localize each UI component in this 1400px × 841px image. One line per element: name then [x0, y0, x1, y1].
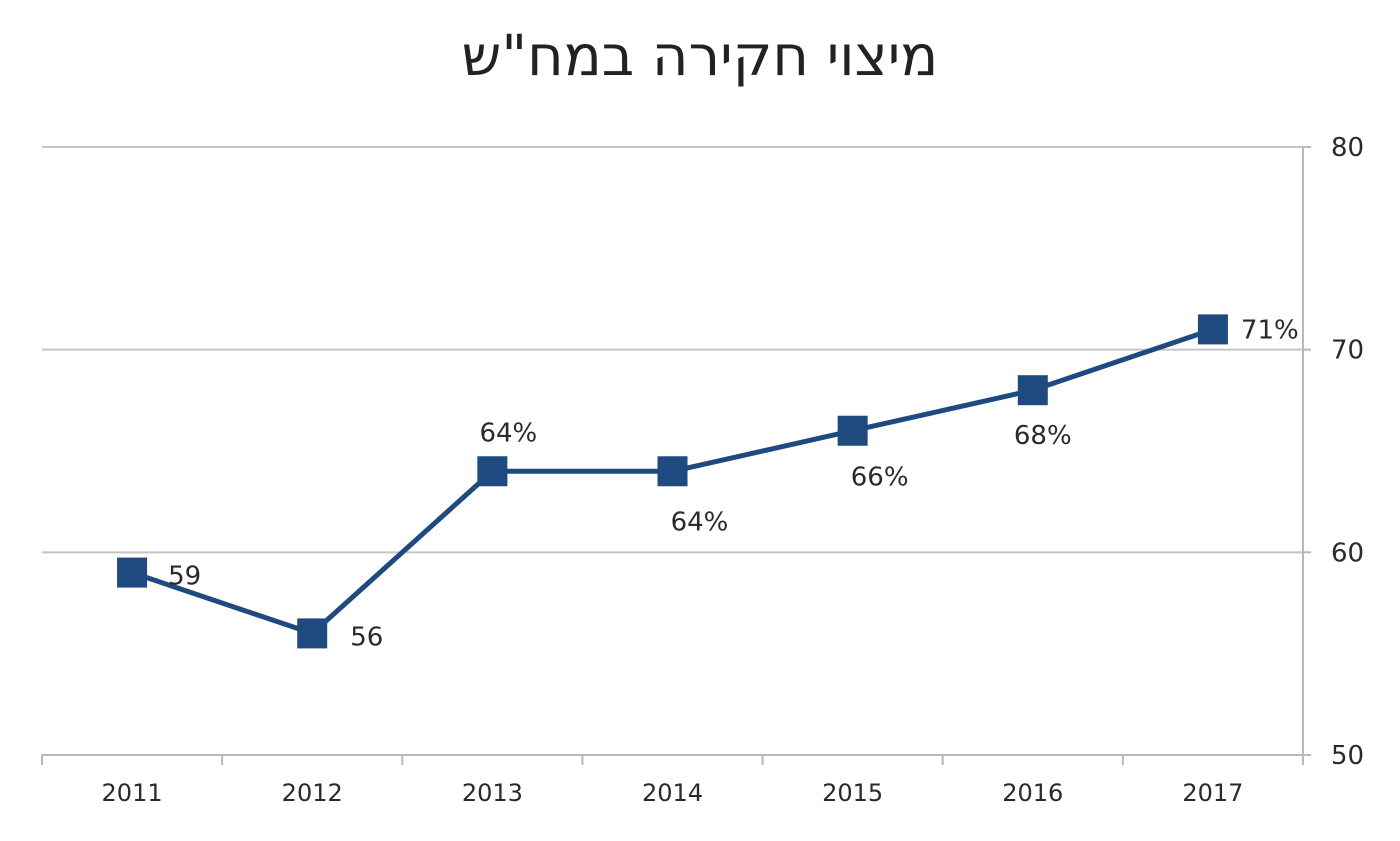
- data-point-marker: [117, 557, 148, 588]
- data-label: 66%: [851, 463, 909, 493]
- data-label: 64%: [479, 418, 537, 448]
- y-tick-label: 60: [1331, 538, 1364, 568]
- data-point-marker: [837, 415, 868, 446]
- x-tick-label: 2013: [462, 779, 523, 807]
- data-point-marker: [297, 618, 328, 649]
- y-tick-label: 70: [1331, 336, 1364, 366]
- data-label: 68%: [1014, 421, 1072, 451]
- x-tick-label: 2015: [822, 779, 883, 807]
- data-label: 59: [168, 562, 201, 592]
- data-point-marker: [1017, 375, 1048, 406]
- data-point-marker: [477, 456, 508, 487]
- data-label: 71%: [1241, 315, 1299, 345]
- y-tick-label: 80: [1331, 133, 1364, 163]
- x-tick-label: 2012: [282, 779, 343, 807]
- x-tick-label: 2017: [1182, 779, 1243, 807]
- chart-title: מיצוי חקירה במח"ש: [461, 24, 939, 89]
- data-point-marker: [657, 456, 688, 487]
- y-tick-label: 50: [1331, 741, 1364, 771]
- x-tick-label: 2014: [642, 779, 703, 807]
- data-point-marker: [1197, 314, 1228, 345]
- x-tick-label: 2016: [1002, 779, 1063, 807]
- x-tick-label: 2011: [102, 779, 163, 807]
- data-label: 64%: [671, 507, 729, 537]
- data-label: 56: [350, 622, 383, 652]
